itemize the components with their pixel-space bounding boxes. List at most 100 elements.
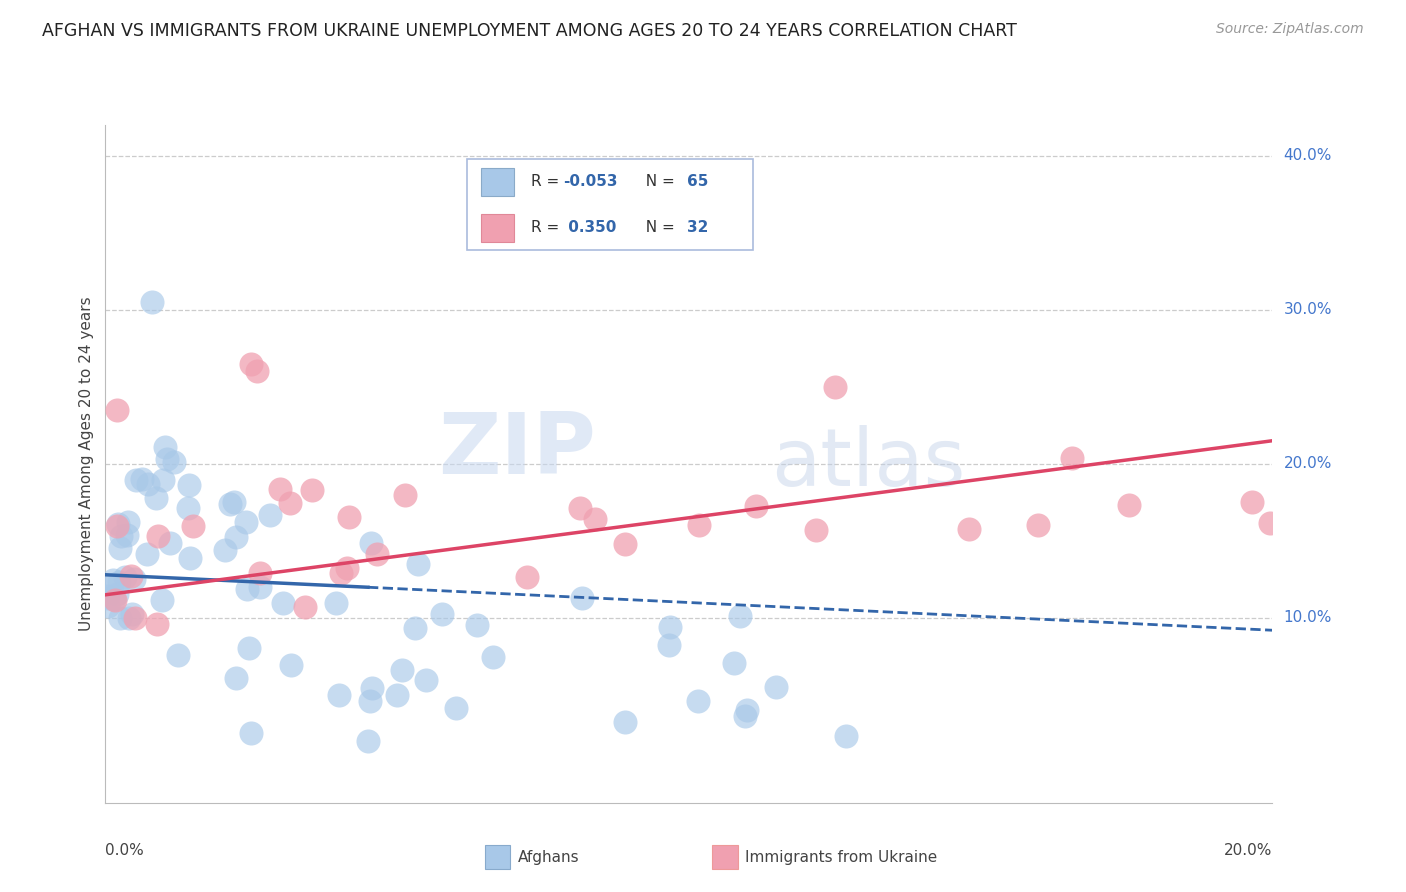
Point <box>1240 495 1263 509</box>
Point <box>329 566 352 580</box>
Point <box>571 591 593 606</box>
Point <box>181 518 204 533</box>
Text: N =: N = <box>637 174 681 189</box>
Point <box>110 529 132 543</box>
Point <box>404 621 426 635</box>
Point <box>357 734 380 748</box>
Point <box>325 596 347 610</box>
Point <box>360 681 382 695</box>
Point <box>145 491 167 506</box>
Text: 32: 32 <box>686 220 709 235</box>
Point <box>235 516 257 530</box>
Point <box>294 599 316 614</box>
Point <box>115 528 138 542</box>
Point <box>108 611 131 625</box>
Point <box>249 580 271 594</box>
Point <box>737 703 759 717</box>
Text: 10.0%: 10.0% <box>1284 610 1331 625</box>
Text: Immigrants from Ukraine: Immigrants from Ukraine <box>745 849 938 864</box>
Point <box>614 714 637 729</box>
Point <box>658 620 681 634</box>
Point <box>301 483 323 497</box>
Point <box>444 701 467 715</box>
Bar <box>481 168 513 196</box>
Point <box>246 364 269 378</box>
Point <box>359 693 381 707</box>
Text: -0.053: -0.053 <box>562 174 617 189</box>
Point <box>328 688 350 702</box>
Text: 20.0%: 20.0% <box>1225 844 1272 858</box>
Point <box>120 569 142 583</box>
Point <box>105 586 128 600</box>
Text: R =: R = <box>531 174 565 189</box>
Text: 30.0%: 30.0% <box>1284 302 1331 318</box>
Point <box>105 518 128 533</box>
Point <box>360 536 382 550</box>
Text: 65: 65 <box>686 174 709 189</box>
Point <box>235 582 257 596</box>
Point <box>516 569 538 583</box>
Y-axis label: Unemployment Among Ages 20 to 24 years: Unemployment Among Ages 20 to 24 years <box>79 296 94 632</box>
Point <box>150 593 173 607</box>
Point <box>613 537 636 551</box>
Point <box>103 591 125 606</box>
Point <box>214 543 236 558</box>
Text: Source: ZipAtlas.com: Source: ZipAtlas.com <box>1216 22 1364 37</box>
Point <box>271 595 294 609</box>
Point <box>336 561 359 575</box>
Text: R =: R = <box>531 220 565 235</box>
Point <box>1060 450 1083 465</box>
Point <box>583 512 606 526</box>
Point <box>124 611 146 625</box>
FancyBboxPatch shape <box>467 159 754 251</box>
Point <box>734 709 756 723</box>
Point <box>125 473 148 487</box>
Point <box>97 599 120 614</box>
Point <box>105 403 128 417</box>
Point <box>259 508 281 523</box>
Point <box>218 497 240 511</box>
Point <box>100 578 122 592</box>
Point <box>167 648 190 662</box>
Point <box>108 541 131 555</box>
Point <box>723 657 745 671</box>
Point <box>141 295 163 310</box>
Text: atlas: atlas <box>770 425 965 503</box>
Text: 0.0%: 0.0% <box>105 844 145 858</box>
Point <box>804 523 827 537</box>
Point <box>225 531 247 545</box>
Point <box>121 607 143 622</box>
Point <box>745 500 768 514</box>
Point <box>104 592 127 607</box>
Point <box>337 510 360 524</box>
Text: AFGHAN VS IMMIGRANTS FROM UKRAINE UNEMPLOYMENT AMONG AGES 20 TO 24 YEARS CORRELA: AFGHAN VS IMMIGRANTS FROM UKRAINE UNEMPL… <box>42 22 1017 40</box>
Point <box>163 455 186 469</box>
Point <box>688 518 710 533</box>
Point <box>114 570 136 584</box>
Point <box>835 729 858 743</box>
Point <box>415 673 437 687</box>
Point <box>103 573 125 587</box>
Point <box>145 617 167 632</box>
Point <box>280 657 302 672</box>
Point <box>96 589 118 603</box>
Bar <box>713 845 738 869</box>
Text: ZIP: ZIP <box>437 409 596 491</box>
Point <box>658 638 681 652</box>
Point <box>96 591 118 605</box>
Bar <box>485 845 510 869</box>
Point <box>136 477 159 491</box>
Point <box>765 680 787 694</box>
Point <box>117 515 139 529</box>
Point <box>131 472 153 486</box>
Point <box>406 557 429 571</box>
Point <box>959 522 981 536</box>
Point <box>107 517 129 532</box>
Point <box>686 694 709 708</box>
Point <box>224 495 246 509</box>
Point <box>153 440 176 454</box>
Point <box>225 671 247 685</box>
Point <box>824 380 846 394</box>
Point <box>385 688 408 702</box>
Text: Afghans: Afghans <box>517 849 579 864</box>
